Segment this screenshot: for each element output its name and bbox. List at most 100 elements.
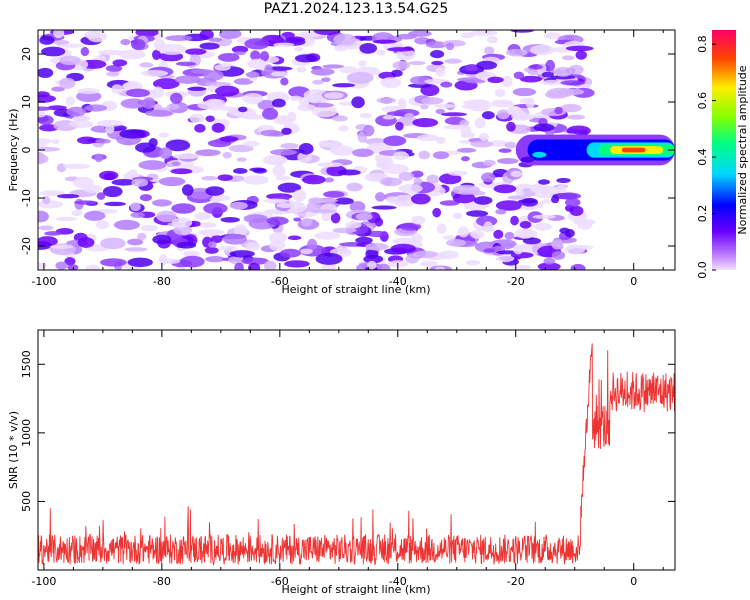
heat-blob — [519, 220, 532, 229]
x-tick-label: -80 — [153, 275, 171, 288]
heat-blob — [289, 95, 303, 102]
heat-blob — [510, 215, 519, 226]
x-tick-label: -100 — [31, 275, 56, 288]
snr-y-label: SNR (10 * v/v) — [7, 411, 20, 489]
heat-blob — [351, 96, 365, 109]
heat-blob — [529, 64, 543, 70]
heat-blob — [275, 175, 291, 181]
heat-blob — [96, 220, 110, 230]
colorbar-label: Normalized spectral amplitude — [736, 65, 749, 234]
heat-blob — [404, 112, 414, 119]
heat-blob — [418, 150, 431, 160]
heat-blob — [264, 64, 273, 76]
heat-blob — [273, 42, 295, 47]
heat-blob — [505, 48, 528, 57]
heat-blob — [545, 59, 556, 72]
heat-blob — [217, 106, 238, 111]
heat-blob — [77, 237, 95, 248]
heat-blob — [263, 198, 289, 204]
heat-blob — [359, 112, 373, 119]
heat-blob — [513, 244, 524, 255]
heat-blob — [294, 46, 304, 52]
heat-blob — [411, 215, 426, 225]
heat-blob — [247, 58, 267, 69]
heat-blob — [248, 262, 261, 270]
heat-blob — [379, 177, 403, 187]
x-tick-label: -80 — [153, 575, 171, 588]
heat-blob — [203, 202, 228, 215]
colorbar-tick-label: 0.2 — [696, 205, 709, 223]
heat-blob — [445, 42, 455, 51]
heat-blob — [540, 79, 563, 86]
heat-blob — [452, 212, 463, 219]
heat-blob — [38, 94, 57, 103]
heat-blob — [410, 233, 423, 244]
heat-blob — [38, 262, 48, 269]
heat-blob — [215, 85, 240, 97]
heat-blob — [194, 123, 206, 133]
heat-blob — [554, 66, 573, 77]
heat-blob — [97, 49, 124, 56]
heat-blob — [38, 225, 54, 231]
heat-blob — [465, 259, 481, 266]
heat-blob — [365, 242, 389, 251]
heat-blob — [187, 86, 207, 91]
heat-blob — [433, 103, 457, 109]
heat-blob — [532, 214, 556, 219]
heat-blob — [324, 140, 344, 149]
heat-blob — [228, 144, 254, 153]
heat-blob — [176, 241, 197, 249]
heat-blob — [481, 111, 495, 120]
x-tick-label: -20 — [507, 275, 525, 288]
y-tick-label: 20 — [20, 47, 33, 61]
heat-blob — [487, 36, 498, 44]
heat-blob — [287, 36, 305, 43]
heat-blob — [38, 106, 53, 111]
heat-blob — [280, 143, 299, 149]
heat-blob — [111, 179, 136, 186]
heat-blob — [541, 71, 554, 78]
heat-blob — [244, 38, 270, 50]
heat-blob — [208, 98, 226, 109]
heat-blob — [87, 30, 107, 43]
x-tick-label: 0 — [630, 575, 637, 588]
heat-blob — [559, 227, 570, 234]
heat-blob — [382, 115, 395, 120]
heat-blob — [452, 192, 476, 204]
heat-blob — [565, 198, 581, 207]
heat-blob — [120, 38, 131, 46]
heat-blob — [460, 32, 475, 39]
spectrogram-x-ticks: -100 -80 -60 -40 -20 0 — [31, 30, 664, 288]
heat-blob — [113, 219, 141, 230]
heat-blob — [292, 189, 307, 202]
heat-blob — [567, 114, 586, 120]
heat-blob — [568, 64, 584, 75]
heat-blob — [496, 250, 519, 255]
heat-blob — [498, 148, 512, 153]
heat-blob — [420, 260, 438, 267]
heat-blob — [530, 185, 549, 194]
heat-blob — [462, 99, 490, 105]
heat-blob — [209, 197, 223, 203]
heat-blob — [565, 45, 594, 52]
heat-blob — [269, 71, 289, 77]
heat-blob — [243, 214, 268, 224]
heat-blob — [166, 103, 180, 110]
heat-blob — [346, 71, 374, 84]
heat-blob — [144, 109, 173, 117]
heat-blob — [438, 173, 462, 185]
heat-blob — [355, 236, 373, 244]
heat-blob — [140, 70, 169, 77]
heat-blob — [208, 37, 223, 42]
heat-blob — [395, 121, 404, 131]
heat-blob — [154, 39, 166, 52]
heat-blob — [234, 262, 244, 270]
heat-blob — [165, 139, 191, 152]
heat-blob — [392, 60, 411, 70]
heat-blob — [556, 177, 571, 184]
heat-blob — [444, 58, 462, 64]
heat-blob — [152, 234, 172, 245]
heat-blob — [231, 45, 249, 54]
heat-blob — [214, 64, 231, 71]
heat-blob — [313, 30, 341, 36]
